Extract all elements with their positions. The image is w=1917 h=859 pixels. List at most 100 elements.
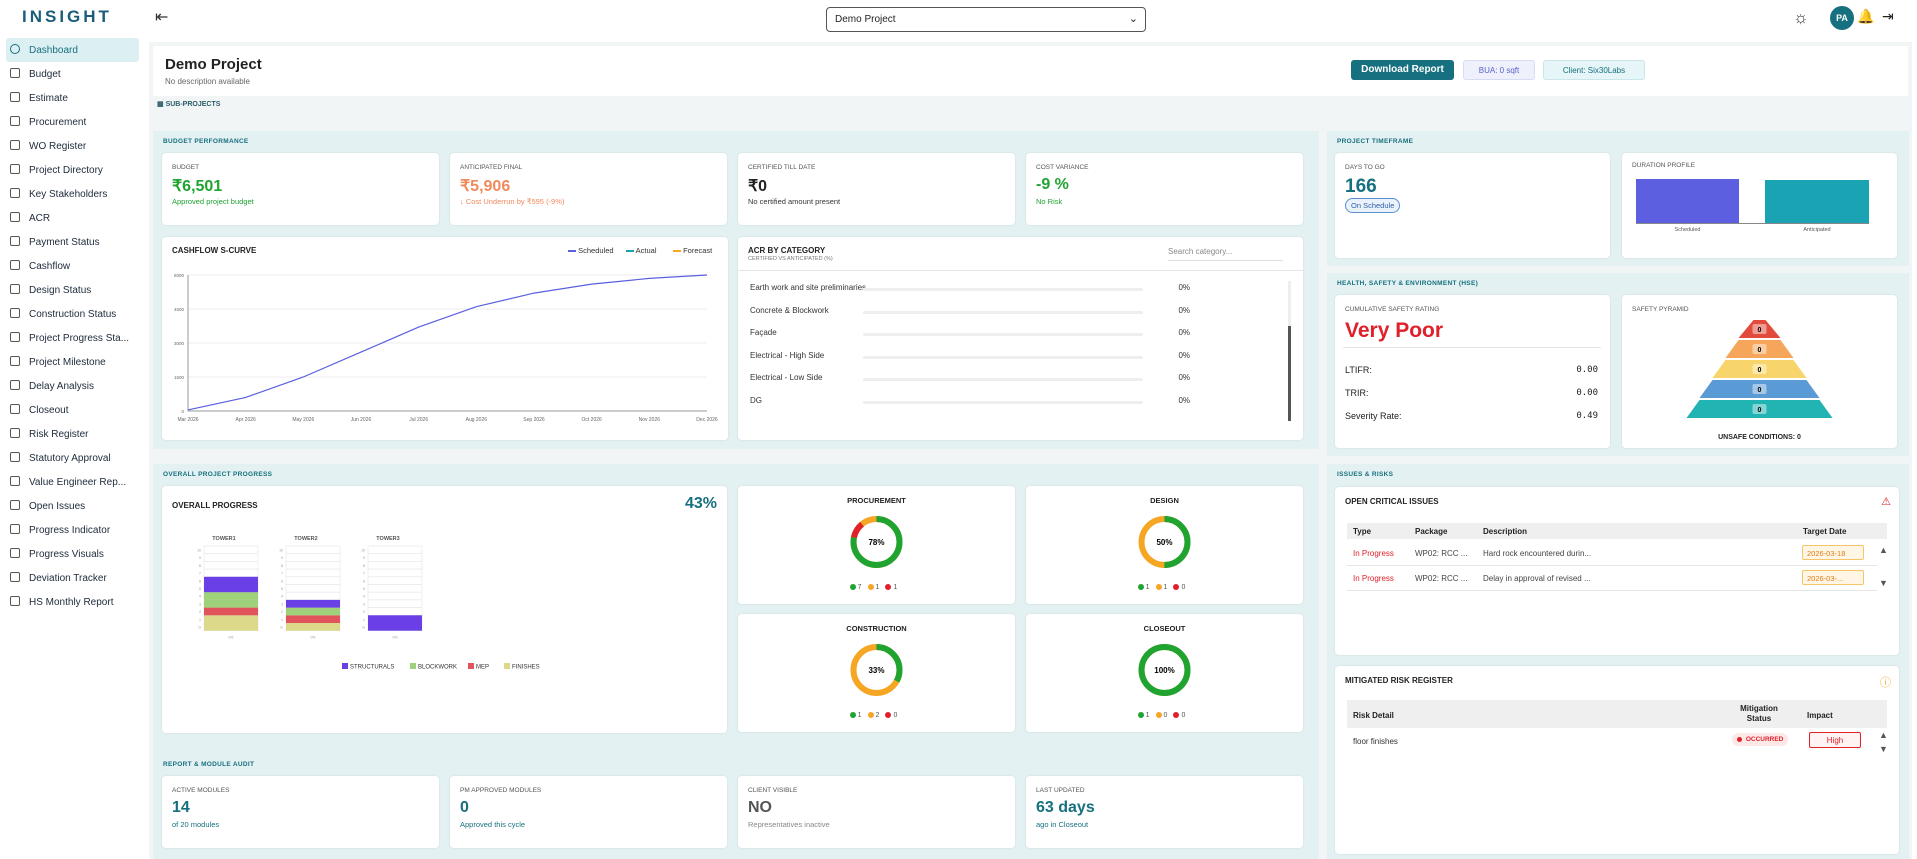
- collapse-sidebar-icon[interactable]: ⇤: [155, 9, 169, 26]
- pyramid-count-box: [1752, 344, 1767, 354]
- sidebar-item-label: Estimate: [29, 93, 68, 104]
- sidebar-item-construction-status[interactable]: Construction Status: [6, 302, 139, 326]
- pyramid-count: 0: [1758, 347, 1762, 354]
- subprojects-tab[interactable]: ▦ SUB-PROJECTS: [157, 100, 220, 108]
- sidebar-item-payment-status[interactable]: Payment Status: [6, 230, 139, 254]
- floor-label: 1: [363, 618, 365, 622]
- floor-label: 10: [279, 549, 283, 553]
- sidebar-item-open-issues[interactable]: Open Issues: [6, 494, 139, 518]
- sidebar-item-budget[interactable]: Budget: [6, 62, 139, 86]
- nav-icon: [10, 212, 20, 222]
- variance-value: -9 %: [1036, 176, 1069, 193]
- audit-value: 63 days: [1036, 799, 1095, 816]
- tower-floor: [203, 568, 259, 578]
- sidebar-item-label: WO Register: [29, 141, 87, 152]
- donut-title: PROCUREMENT: [847, 496, 906, 505]
- sidebar-item-project-milestone[interactable]: Project Milestone: [6, 350, 139, 374]
- open-issues-card: OPEN CRITICAL ISSUES ⚠ Type Package Descri…: [1335, 487, 1899, 655]
- legend-swatch: [468, 663, 474, 669]
- sidebar-item-dashboard[interactable]: Dashboard: [6, 38, 139, 62]
- donut-arc: [850, 516, 903, 568]
- tower-floor: [367, 568, 423, 578]
- acr-progress-bar: [863, 288, 1143, 291]
- tower-floor: [285, 561, 341, 570]
- hse-section-title: HEALTH, SAFETY & ENVIRONMENT (HSE): [1337, 280, 1479, 287]
- avatar[interactable]: PA: [1830, 6, 1854, 30]
- warning-icon: ⓘ: [1880, 677, 1891, 689]
- pyramid-count-box: [1752, 364, 1767, 374]
- nav-icon: [10, 524, 20, 534]
- audit-sub: Representatives inactive: [748, 820, 830, 829]
- donut-title: CLOSEOUT: [1143, 624, 1186, 633]
- donut-pct: 33%: [868, 666, 884, 675]
- sidebar-item-acr[interactable]: ACR: [6, 206, 139, 230]
- pyramid-count: 0: [1758, 407, 1762, 414]
- donut-arc: [1138, 516, 1191, 568]
- tower-floor: [203, 545, 259, 554]
- variance-sub: No Risk: [1036, 197, 1063, 206]
- tower-progress-segment: [204, 584, 258, 593]
- issue-description: Delay in approval of revised ...: [1483, 574, 1591, 583]
- issue-target-date: 2026-03-18: [1802, 545, 1864, 560]
- audit-value: NO: [748, 799, 772, 816]
- acr-progress-bar: [863, 400, 1143, 404]
- tower-progress-segment: [286, 607, 340, 616]
- certified-label: CERTIFIED TILL DATE: [748, 164, 816, 171]
- sidebar-item-risk-register[interactable]: Risk Register: [6, 422, 139, 446]
- sidebar-item-progress-indicator[interactable]: Progress Indicator: [6, 518, 139, 542]
- sidebar-item-procurement[interactable]: Procurement: [6, 110, 139, 134]
- audit-sub: Approved this cycle: [460, 820, 526, 829]
- sidebar-item-hs-monthly-report[interactable]: HS Monthly Report: [6, 590, 139, 614]
- donut-legend-item: 7: [849, 584, 862, 591]
- duration-card: DURATION PROFILE Scheduled Anticipated: [1622, 153, 1897, 258]
- tower-progress-segment: [286, 599, 340, 608]
- scroll-down-icon[interactable]: ▼: [1879, 578, 1888, 588]
- sidebar-item-closeout[interactable]: Closeout: [6, 398, 139, 422]
- alert-icon: ⚠: [1881, 496, 1891, 508]
- acr-category-name: Electrical - Low Side: [750, 373, 823, 382]
- sidebar-item-progress-visuals[interactable]: Progress Visuals: [6, 542, 139, 566]
- hse-section: HEALTH, SAFETY & ENVIRONMENT (HSE) CUMUL…: [1327, 273, 1909, 456]
- sidebar-item-label: Project Milestone: [29, 357, 106, 368]
- floor-label: 8: [281, 564, 283, 568]
- risk-col-header: Impact: [1807, 711, 1833, 720]
- scroll-down-icon[interactable]: ▼: [1879, 744, 1888, 754]
- sidebar-item-value-engineer-rep[interactable]: Value Engineer Rep...: [6, 470, 139, 494]
- acr-search-input[interactable]: Search category...: [1168, 247, 1283, 261]
- sidebar-item-delay-analysis[interactable]: Delay Analysis: [6, 374, 139, 398]
- acr-scrollbar[interactable]: [1288, 281, 1291, 421]
- nav-icon: [10, 308, 20, 318]
- sidebar-item-project-directory[interactable]: Project Directory: [6, 158, 139, 182]
- y-tick-label: 1500: [174, 375, 185, 380]
- tower-progress-segment: [204, 592, 258, 600]
- tower-floor: [285, 568, 341, 578]
- anticipated-card: ANTICIPATED FINAL ₹5,906 ↓ Cost Underrun…: [450, 153, 727, 225]
- variance-card: COST VARIANCE -9 % No Risk: [1026, 153, 1303, 225]
- donut-legend-item: 1: [1155, 584, 1167, 591]
- donut-chart: 78%: [850, 516, 903, 568]
- acr-row: Concrete & Blockwork 0%: [750, 306, 1190, 318]
- sidebar-item-estimate[interactable]: Estimate: [6, 86, 139, 110]
- sidebar-item-statutory-approval[interactable]: Statutory Approval: [6, 446, 139, 470]
- donut-legend-item: 0: [1173, 712, 1185, 719]
- sidebar-item-key-stakeholders[interactable]: Key Stakeholders: [6, 182, 139, 206]
- theme-toggle-icon[interactable]: ☼: [1793, 8, 1809, 27]
- audit-label: CLIENT VISIBLE: [748, 787, 798, 794]
- sidebar-item-project-progress-sta[interactable]: Project Progress Sta...: [6, 326, 139, 350]
- scroll-up-icon[interactable]: ▲: [1879, 545, 1888, 555]
- series-line-scheduled: [187, 274, 708, 411]
- sidebar-item-design-status[interactable]: Design Status: [6, 278, 139, 302]
- project-select[interactable]: Demo Project ⌄: [826, 7, 1146, 32]
- sidebar-item-cashflow[interactable]: Cashflow: [6, 254, 139, 278]
- status-dot: [1737, 736, 1742, 742]
- issue-description: Hard rock encountered durin...: [1483, 549, 1592, 558]
- pyramid-count-box: [1752, 384, 1767, 394]
- download-report-button[interactable]: Download Report: [1351, 60, 1454, 80]
- bell-icon[interactable]: 🔔: [1857, 8, 1875, 24]
- donut-legend-item: 1: [867, 584, 879, 591]
- sidebar-item-wo-register[interactable]: WO Register: [6, 134, 139, 158]
- sidebar-item-deviation-tracker[interactable]: Deviation Tracker: [6, 566, 139, 590]
- scroll-up-icon[interactable]: ▲: [1879, 730, 1888, 740]
- logout-icon[interactable]: ⇥: [1882, 8, 1894, 24]
- budget-section: BUDGET PERFORMANCE BUDGET ₹6,501 Approve…: [153, 131, 1319, 449]
